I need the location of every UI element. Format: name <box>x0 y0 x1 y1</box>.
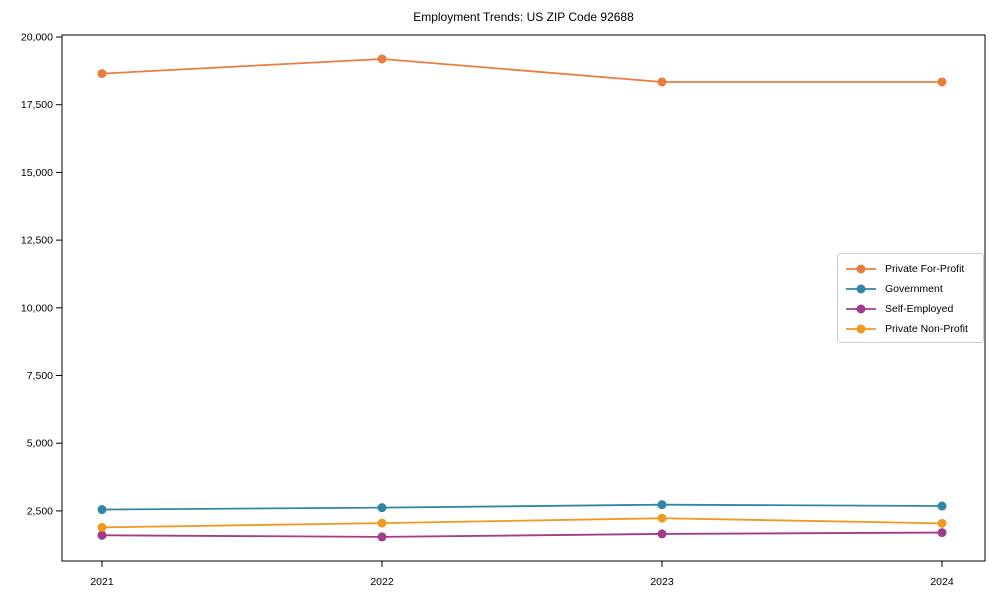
legend-label: Self-Employed <box>885 303 954 315</box>
legend-marker-private-non-profit-icon <box>846 324 876 334</box>
data-point-private-for-profit-2024 <box>937 77 947 87</box>
data-point-private-for-profit-2023 <box>657 77 667 87</box>
data-point-self-employed-2024 <box>937 528 947 538</box>
legend-marker-government-icon <box>846 284 876 294</box>
legend: Private For-Profit Government Self-Employe… <box>837 253 984 343</box>
data-point-private-for-profit-2022 <box>377 54 387 64</box>
data-point-self-employed-2021 <box>97 530 107 540</box>
y-tick-label: 17,500 <box>21 99 53 111</box>
series-line-private-non-profit <box>101 517 943 529</box>
plot-border <box>61 34 986 562</box>
data-point-private-non-profit-2022 <box>377 518 387 528</box>
legend-marker-self-employed-icon <box>846 304 876 314</box>
legend-item-government: Government <box>845 279 983 299</box>
series-line-private-for-profit <box>101 58 942 83</box>
legend-label: Government <box>885 283 943 295</box>
series-line-government <box>101 503 943 511</box>
data-point-government-2021 <box>97 505 107 515</box>
legend-item-self-employed: Self-Employed <box>845 299 983 319</box>
data-point-self-employed-2022 <box>377 532 387 542</box>
legend-label: Private For-Profit <box>885 263 965 275</box>
legend-item-private-non-profit: Private Non-Profit <box>845 319 983 339</box>
x-tick-label-2022: 2022 <box>370 576 394 588</box>
legend-marker-private-for-profit-icon <box>846 264 876 274</box>
legend-item-private-for-profit: Private For-Profit <box>845 259 983 279</box>
chart-title: Employment Trends: US ZIP Code 92688 <box>413 10 634 24</box>
data-point-government-2023 <box>657 500 667 510</box>
x-tick-label-2024: 2024 <box>930 576 954 588</box>
y-tick-label: 10,000 <box>21 302 53 314</box>
data-point-private-non-profit-2024 <box>937 518 947 528</box>
data-point-government-2022 <box>377 503 387 513</box>
series-line-self-employed <box>101 531 943 538</box>
data-point-self-employed-2023 <box>657 529 667 539</box>
x-tick-label-2021: 2021 <box>90 576 114 588</box>
y-tick-label: 12,500 <box>21 235 53 247</box>
y-tick-label: 15,000 <box>21 167 53 179</box>
data-point-government-2024 <box>937 501 947 511</box>
y-tick-label: 2,500 <box>27 505 53 517</box>
x-tick-label-2023: 2023 <box>650 576 674 588</box>
data-point-private-non-profit-2021 <box>97 522 107 532</box>
data-point-private-non-profit-2023 <box>657 513 667 523</box>
y-tick-label: 20,000 <box>21 32 53 44</box>
y-tick-label: 7,500 <box>27 370 53 382</box>
data-point-private-for-profit-2021 <box>97 69 107 79</box>
y-tick-label: 5,000 <box>27 438 53 450</box>
legend-label: Private Non-Profit <box>885 323 968 335</box>
